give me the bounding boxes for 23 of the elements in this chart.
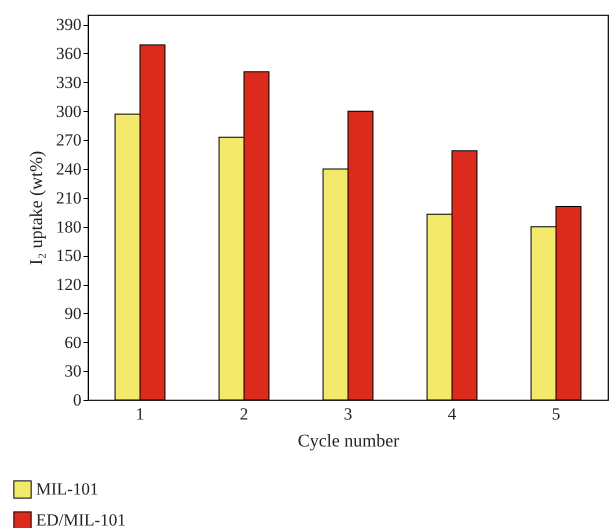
x-tick-label: 3 xyxy=(344,404,352,424)
y-tick-label: 360 xyxy=(56,44,82,63)
y-tick-label: 0 xyxy=(73,390,82,410)
y-tick-label: 300 xyxy=(56,102,82,121)
y-tick-label: 270 xyxy=(56,130,82,150)
x-tick-label: 4 xyxy=(448,404,457,424)
x-tick-label: 5 xyxy=(552,404,560,424)
y-axis-title: I₂ uptake (wt%) xyxy=(26,150,46,266)
x-axis-title: Cycle number xyxy=(298,430,400,450)
x-tick-label: 1 xyxy=(136,404,144,424)
y-tick-label: 150 xyxy=(56,246,82,266)
y-tick-label: 30 xyxy=(64,362,82,381)
y-tick-label: 330 xyxy=(56,72,82,92)
y-tick-label: 390 xyxy=(56,15,82,34)
y-tick-label: 210 xyxy=(56,188,82,208)
y-tick-label: 120 xyxy=(56,275,82,294)
y-tick-label: 180 xyxy=(56,217,82,236)
y-tick-label: 90 xyxy=(64,304,82,323)
y-tick-label: 60 xyxy=(64,332,82,352)
legend-label: ED/MIL-101 xyxy=(36,510,126,528)
y-tick-label: 240 xyxy=(56,160,82,178)
legend-label: MIL-101 xyxy=(36,480,98,498)
x-tick-label: 2 xyxy=(240,404,248,424)
